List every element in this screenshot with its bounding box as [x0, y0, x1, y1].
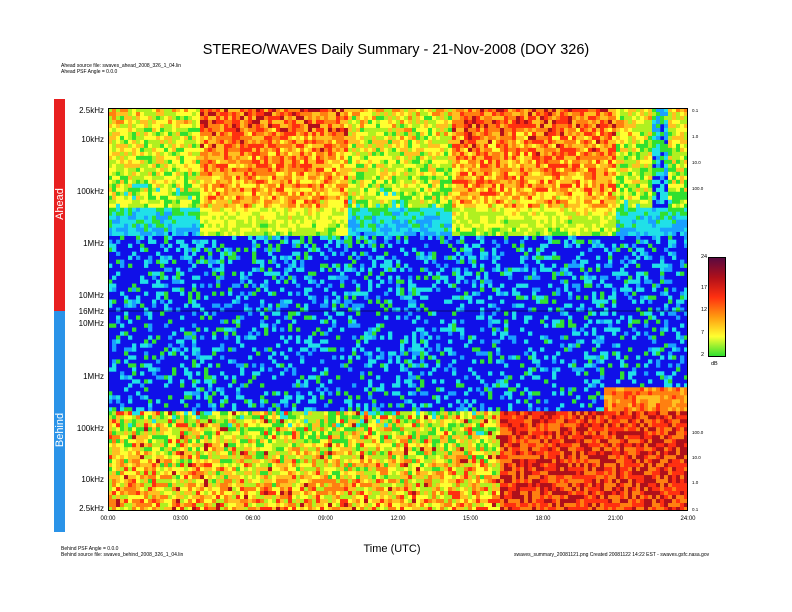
ahead-y-tick-label: 16MHz: [78, 307, 104, 316]
chart-title: STEREO/WAVES Daily Summary - 21-Nov-2008…: [202, 42, 590, 58]
colorbar-tick-label: 7: [701, 329, 705, 336]
colorbar-tick-label: 2: [701, 352, 705, 358]
colorbar-tick-label: 12: [701, 307, 708, 314]
behind-y-tick-label: 10MHz: [78, 319, 104, 328]
ahead-right-tick-label: 1.0: [692, 134, 699, 139]
x-axis-title: Time (UTC): [363, 543, 421, 555]
plot-frame: [108, 108, 688, 511]
behind-y-tick-label: 10kHz: [81, 475, 104, 484]
behind-right-tick-label: 1.0: [692, 480, 699, 485]
spectrogram-cells: [108, 108, 688, 511]
behind-side-bar: [54, 311, 65, 532]
x-tick-label: 00:00: [100, 516, 116, 522]
ahead-right-tick-label: 0.1: [692, 108, 699, 113]
x-tick-label: 09:00: [317, 516, 333, 522]
behind-y-tick-label: 2.5kHz: [79, 504, 104, 513]
x-tick-label: 24:00: [680, 516, 696, 522]
x-tick-label: 06:00: [245, 516, 261, 522]
ahead-y-tick-label: 2.5kHz: [79, 106, 104, 115]
x-tick-label: 03:00: [172, 516, 188, 522]
ahead-side-bar: [54, 99, 65, 311]
colorbar-tick-label: 17: [701, 285, 708, 292]
behind-source-note: Behind source file: swaves_behind_2008_3…: [61, 552, 184, 558]
behind-right-tick-label: 10.0: [692, 455, 701, 460]
ahead-y-tick-label: 1MHz: [83, 239, 104, 248]
footer-credit: swaves_summary_20081121.png Created 2008…: [514, 552, 710, 558]
ahead-y-tick-label: 100kHz: [76, 187, 104, 196]
behind-y-tick-label: 100kHz: [76, 424, 104, 433]
behind-psf-note: Behind PSF Angle = 0.0.0: [61, 546, 119, 552]
x-tick-label: 12:00: [390, 516, 406, 522]
x-tick-label: 21:00: [607, 516, 623, 522]
ahead-right-tick-label: 10.0: [692, 160, 701, 165]
ahead-y-tick-label: 10MHz: [78, 291, 104, 300]
colorbar-tick-label: 24: [701, 254, 708, 260]
ahead-right-tick-label: 100.0: [692, 186, 704, 191]
ahead-psf-note: Ahead PSF Angle = 0.0.0: [61, 69, 118, 75]
behind-right-tick-label: 100.0: [692, 430, 704, 435]
spectrogram-plot: [108, 108, 688, 511]
behind-y-tick-label: 1MHz: [83, 372, 104, 381]
ahead-source-note: Ahead source file: swaves_ahead_2008_326…: [61, 63, 182, 69]
ahead-panel-label: Ahead: [54, 188, 66, 220]
behind-right-tick-label: 0.1: [692, 507, 699, 512]
ahead-y-tick-label: 10kHz: [81, 135, 104, 144]
colorbar: [708, 257, 726, 357]
x-tick-label: 15:00: [462, 516, 478, 522]
colorbar-unit: dB: [711, 361, 718, 367]
x-tick-label: 18:00: [535, 516, 551, 522]
